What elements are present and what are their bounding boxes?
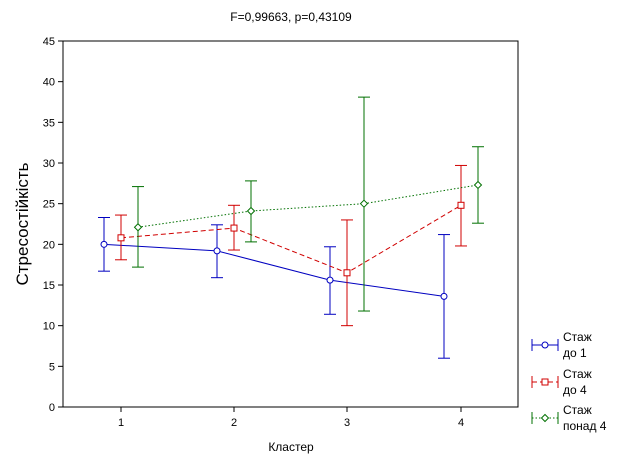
data-point xyxy=(117,234,125,242)
y-tick-label: 35 xyxy=(43,117,55,129)
y-tick-label: 40 xyxy=(43,77,55,89)
legend-label: Стаж xyxy=(563,330,592,344)
data-point xyxy=(246,206,256,216)
legend-label: Стаж xyxy=(563,367,592,381)
x-axis-label: Кластер xyxy=(268,440,314,454)
data-point xyxy=(213,247,221,255)
data-point xyxy=(100,240,108,248)
series-1 xyxy=(98,216,450,359)
x-axis: 1 2 3 4 xyxy=(118,407,464,429)
x-tick-label: 3 xyxy=(344,417,350,429)
y-axis-label: Стресостійкість xyxy=(13,162,32,285)
plot-frame xyxy=(62,40,519,408)
legend-label: до 4 xyxy=(563,383,587,397)
data-point xyxy=(473,180,483,190)
chart-title: F=0,99663, p=0,43109 xyxy=(230,10,352,24)
series-line xyxy=(137,184,479,228)
data-point xyxy=(326,276,334,284)
data-point xyxy=(230,224,238,232)
data-point xyxy=(457,201,465,209)
data-point xyxy=(540,413,550,423)
data-point xyxy=(343,269,351,277)
data-point xyxy=(359,199,369,208)
series-line xyxy=(103,243,445,297)
x-tick-label: 1 xyxy=(118,417,124,429)
series-line xyxy=(120,204,462,274)
data-point xyxy=(541,378,549,386)
y-tick-label: 0 xyxy=(49,402,55,414)
y-tick-label: 45 xyxy=(43,36,55,48)
y-axis: 0 5 10 15 20 25 30 35 40 45 xyxy=(43,36,63,414)
legend-label: до 1 xyxy=(563,346,587,360)
y-tick-label: 25 xyxy=(43,199,55,211)
legend-item-3: Стаж понад 4 xyxy=(531,403,607,433)
x-tick-label: 2 xyxy=(231,417,237,429)
y-tick-label: 5 xyxy=(49,361,55,373)
data-point xyxy=(541,341,549,349)
data-point xyxy=(440,292,448,300)
legend-label: понад 4 xyxy=(563,419,607,433)
y-tick-label: 30 xyxy=(43,158,55,170)
y-tick-label: 10 xyxy=(43,321,55,333)
series-3 xyxy=(132,96,484,312)
legend-item-1: Стаж до 1 xyxy=(531,330,592,360)
y-tick-label: 20 xyxy=(43,239,55,251)
y-tick-label: 15 xyxy=(43,280,55,292)
legend-item-2: Стаж до 4 xyxy=(531,367,592,397)
series-layer xyxy=(98,96,484,359)
legend: Стаж до 1 Стаж до 4 Стаж понад 4 xyxy=(531,330,607,433)
series-2 xyxy=(115,164,467,327)
x-tick-label: 4 xyxy=(458,417,464,429)
legend-label: Стаж xyxy=(563,403,592,417)
data-point xyxy=(133,223,143,232)
